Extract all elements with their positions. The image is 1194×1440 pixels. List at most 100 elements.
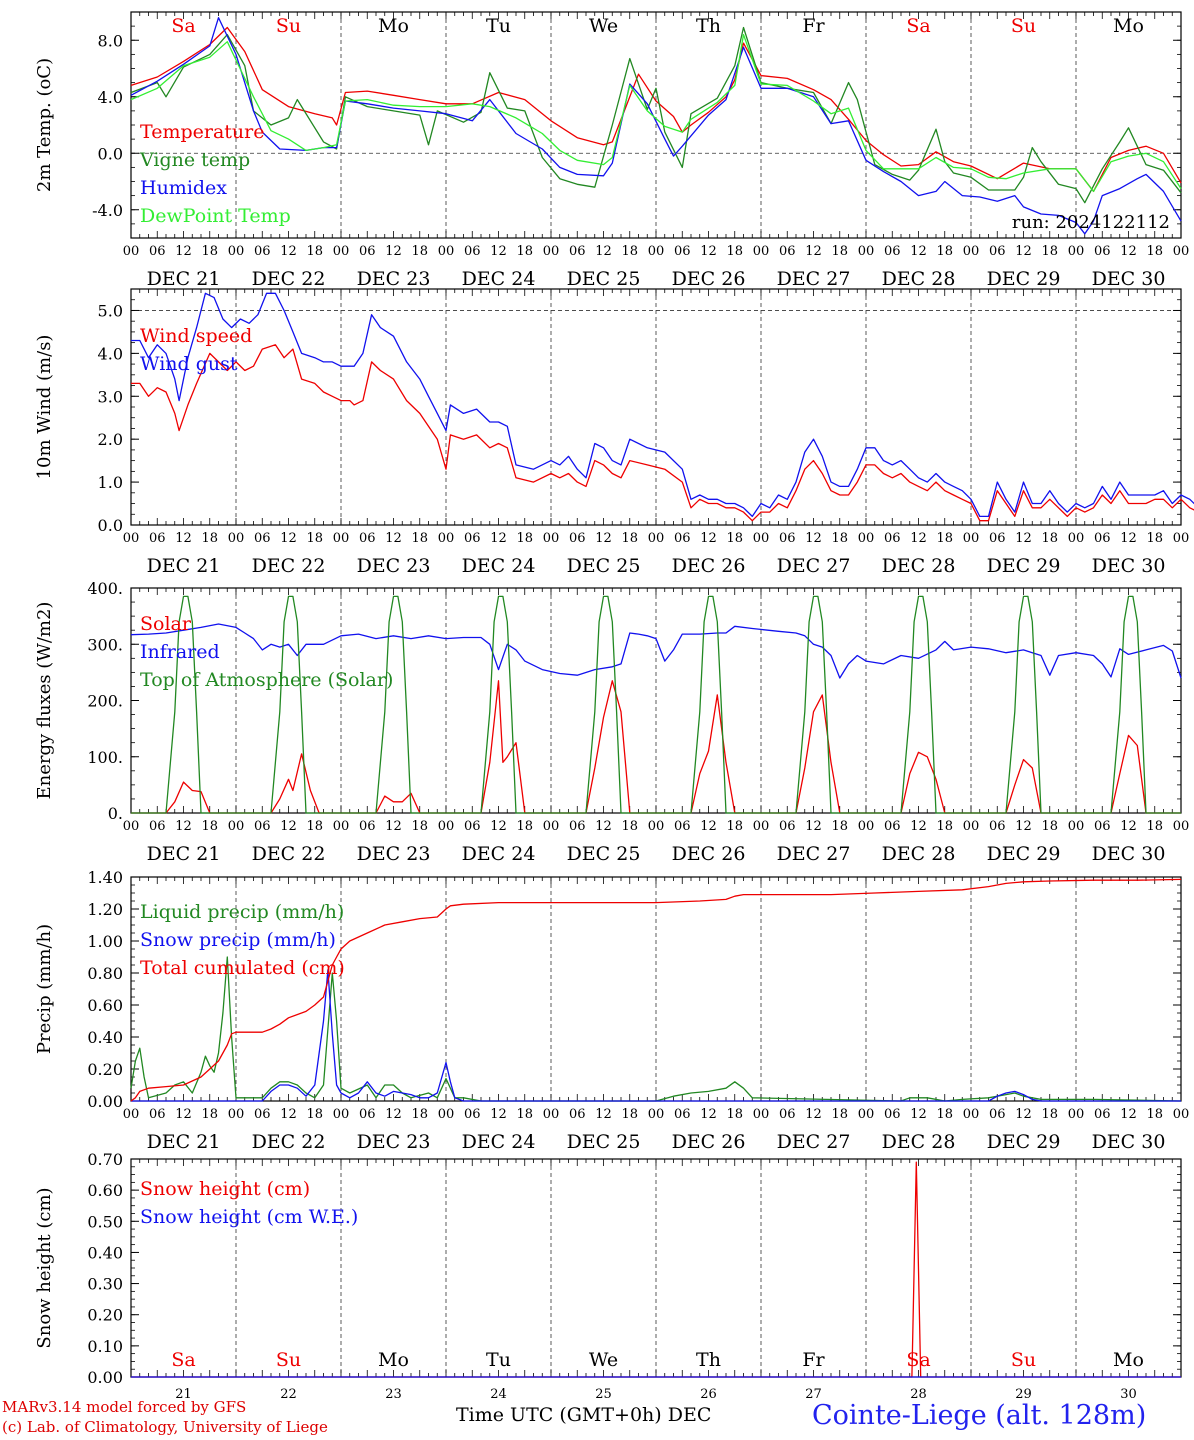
- hour-label: 00: [333, 244, 350, 259]
- day-number-label: 28: [910, 1387, 927, 1398]
- hour-label: 12: [175, 1107, 192, 1122]
- y-tick-label: 8.0: [98, 31, 123, 50]
- hour-label: 00: [228, 531, 245, 546]
- hour-label: 06: [254, 819, 271, 834]
- weekday-label: Su: [1011, 15, 1036, 37]
- y-tick-label: 1.00: [87, 932, 123, 951]
- series-line-infrared: [130, 623, 1182, 679]
- legend-entry: Top of Atmosphere (Solar): [140, 669, 393, 691]
- y-tick-label: -4.0: [92, 201, 123, 220]
- hour-label: 18: [306, 531, 323, 546]
- y-tick-label: 2.0: [98, 430, 123, 449]
- legend-entry: Liquid precip (mm/h): [140, 901, 344, 923]
- hour-label: 18: [1146, 244, 1163, 259]
- hour-label: 00: [228, 819, 245, 834]
- legend-entry: Humidex: [140, 177, 227, 199]
- day-label: DEC 22: [252, 555, 326, 577]
- hour-label: 00: [963, 1107, 980, 1122]
- hour-label: 00: [753, 244, 770, 259]
- hour-label: 06: [989, 1107, 1006, 1122]
- day-label: DEC 22: [252, 1131, 326, 1153]
- hour-label: 12: [490, 531, 507, 546]
- y-tick-label: 0.60: [87, 1181, 123, 1200]
- y-tick-label: 3.0: [98, 387, 123, 406]
- day-label: DEC 29: [987, 843, 1061, 865]
- hour-label: 12: [910, 819, 927, 834]
- hour-label: 06: [989, 244, 1006, 259]
- hour-label: 12: [1120, 531, 1137, 546]
- day-label: DEC 21: [147, 843, 221, 865]
- hour-label: 00: [1068, 819, 1085, 834]
- hour-label: 06: [779, 1107, 796, 1122]
- hour-label: 12: [1120, 819, 1137, 834]
- hour-label: 00: [1173, 244, 1190, 259]
- hour-label: 00: [858, 531, 875, 546]
- day-label: DEC 29: [987, 555, 1061, 577]
- hour-label: 00: [858, 819, 875, 834]
- y-tick-label: 0.80: [87, 964, 123, 983]
- meteogram: -4.0 0.0 4.0 8.0 2m Temp. (oC) Temperature Vig…: [34, 11, 1194, 1398]
- hour-label: 06: [674, 819, 691, 834]
- hour-label: 06: [254, 1107, 271, 1122]
- hour-label: 12: [1015, 1107, 1032, 1122]
- weekday-label: Th: [696, 15, 721, 37]
- hour-label: 00: [438, 244, 455, 259]
- weekday-label: We: [589, 1349, 618, 1371]
- hour-label: 18: [726, 531, 743, 546]
- run-label: run: 2024122112: [1012, 212, 1170, 233]
- hour-label: 18: [1041, 531, 1058, 546]
- y-axis-label: Precip (mm/h): [34, 924, 55, 1054]
- day-number-label: 26: [700, 1387, 717, 1398]
- hour-label: 18: [201, 819, 218, 834]
- hour-label: 12: [385, 1107, 402, 1122]
- hour-label: 06: [1094, 819, 1111, 834]
- hour-label: 12: [910, 244, 927, 259]
- hour-label: 06: [779, 531, 796, 546]
- station-title: Cointe-Liege (alt. 128m): [812, 1400, 1147, 1431]
- hour-label: 06: [779, 244, 796, 259]
- hour-label: 12: [805, 1107, 822, 1122]
- y-tick-label: 400.: [87, 579, 123, 598]
- y-tick-label: 1.20: [87, 900, 123, 919]
- day-label: DEC 28: [882, 268, 956, 290]
- hour-label: 12: [595, 531, 612, 546]
- hour-label: 12: [1120, 244, 1137, 259]
- hour-label: 06: [359, 1107, 376, 1122]
- hour-label: 00: [753, 819, 770, 834]
- y-tick-label: 300.: [87, 635, 123, 654]
- hour-label: 12: [595, 819, 612, 834]
- weekday-label: Sa: [171, 15, 195, 37]
- hour-label: 06: [569, 244, 586, 259]
- hour-label: 18: [831, 819, 848, 834]
- day-label: DEC 27: [777, 555, 851, 577]
- day-label: DEC 25: [567, 555, 641, 577]
- day-label: DEC 26: [672, 1131, 746, 1153]
- weekday-label: Mo: [378, 1349, 409, 1371]
- hour-label: 18: [726, 1107, 743, 1122]
- y-tick-label: 0.0: [98, 144, 123, 163]
- hour-label: 00: [963, 819, 980, 834]
- hour-label: 18: [516, 531, 533, 546]
- hour-label: 18: [621, 819, 638, 834]
- hour-label: 06: [359, 531, 376, 546]
- hour-label: 18: [621, 531, 638, 546]
- series-line-wind-speed: [131, 344, 1194, 522]
- day-label: DEC 21: [147, 555, 221, 577]
- hour-label: 18: [201, 244, 218, 259]
- y-tick-label: 0.: [108, 804, 123, 823]
- legend-entry: Wind speed: [140, 325, 252, 347]
- hour-label: 06: [1094, 531, 1111, 546]
- y-tick-label: 0.10: [87, 1337, 123, 1356]
- hour-label: 06: [674, 244, 691, 259]
- hour-label: 06: [1094, 244, 1111, 259]
- day-label: DEC 28: [882, 555, 956, 577]
- legend-entry: Snow height (cm W.E.): [140, 1206, 358, 1228]
- hour-label: 06: [674, 1107, 691, 1122]
- weekday-label: Sa: [171, 1349, 195, 1371]
- series-line-total-cumulated-cm-: [130, 878, 1182, 1102]
- day-number-label: 22: [280, 1387, 297, 1398]
- hour-label: 12: [805, 531, 822, 546]
- day-label: DEC 24: [462, 555, 536, 577]
- hour-label: 00: [1173, 1107, 1190, 1122]
- day-label: DEC 30: [1092, 1131, 1166, 1153]
